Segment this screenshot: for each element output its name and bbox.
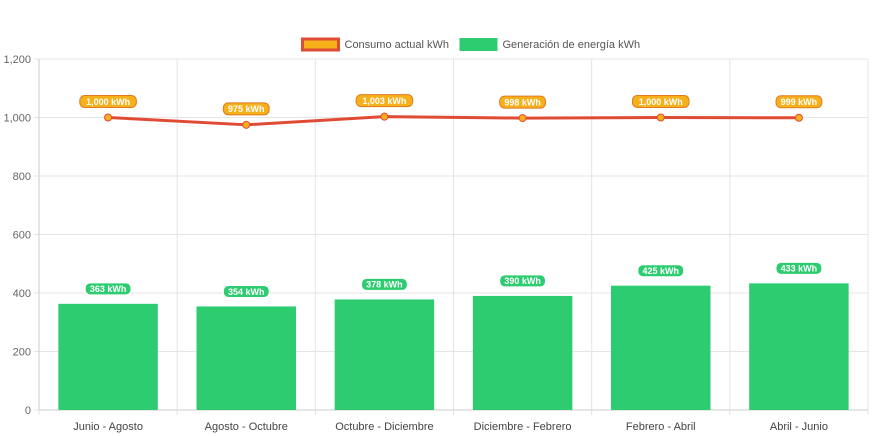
bar bbox=[334, 299, 435, 410]
bar-data-label: 425 kWh bbox=[642, 266, 679, 276]
line-point bbox=[794, 113, 803, 122]
line-data-label: 998 kWh bbox=[504, 97, 541, 107]
line-data-label: 1,000 kWh bbox=[86, 97, 130, 107]
line-data-label-bg bbox=[222, 102, 270, 116]
bar-data-label: 433 kWh bbox=[781, 264, 818, 274]
line-point bbox=[104, 113, 113, 122]
x-tick-label: Abril - Junio bbox=[770, 421, 828, 433]
legend-item-consumption-swatch bbox=[301, 37, 340, 52]
y-tick-label: 800 bbox=[13, 171, 31, 183]
bar-data-label-bg bbox=[499, 274, 546, 288]
line-data-label-bg bbox=[79, 95, 137, 108]
x-tick-label: Agosto - Octubre bbox=[205, 421, 288, 433]
y-tick-label: 400 bbox=[13, 288, 31, 300]
bar-data-label-bg bbox=[775, 261, 823, 275]
bar-data-label-bg bbox=[84, 282, 132, 296]
line-data-label: 1,003 kWh bbox=[362, 96, 406, 106]
bar-data-label-bg bbox=[361, 277, 408, 291]
y-tick-label: 1,200 bbox=[3, 54, 31, 66]
line-data-label: 975 kWh bbox=[228, 104, 265, 114]
y-tick-label: 0 bbox=[25, 405, 31, 417]
y-tick-label: 200 bbox=[13, 347, 31, 359]
bar-data-label: 363 kWh bbox=[90, 284, 127, 294]
x-tick-label: Octubre - Diciembre bbox=[335, 421, 433, 433]
bar-data-label: 390 kWh bbox=[504, 276, 541, 286]
y-tick-label: 1,000 bbox=[3, 113, 31, 125]
line-data-label-bg bbox=[499, 95, 546, 109]
bar bbox=[58, 303, 158, 410]
line-data-label-bg bbox=[775, 95, 823, 109]
bar bbox=[196, 306, 296, 410]
bar bbox=[749, 283, 849, 410]
legend-item-generation-label: Generación de energía kWh bbox=[503, 39, 641, 51]
x-tick-label: Febrero - Abril bbox=[626, 421, 696, 433]
bar bbox=[611, 285, 711, 410]
line-data-label: 999 kWh bbox=[781, 97, 818, 107]
bar-data-label: 354 kWh bbox=[228, 287, 265, 297]
line-data-label-bg bbox=[355, 94, 414, 108]
bar-data-label-bg bbox=[222, 284, 270, 298]
line-data-label: 1,000 kWh bbox=[639, 97, 683, 107]
bar-data-label: 378 kWh bbox=[366, 280, 403, 290]
consumption-line bbox=[108, 115, 799, 127]
line-point bbox=[380, 112, 389, 121]
line-point bbox=[656, 113, 665, 122]
line-point bbox=[242, 120, 251, 129]
x-tick-label: Diciembre - Febrero bbox=[474, 421, 572, 433]
bar bbox=[472, 295, 573, 410]
x-tick-label: Junio - Agosto bbox=[73, 421, 143, 433]
bar-data-label-bg bbox=[637, 264, 685, 278]
legend-item-consumption-label: Consumo actual kWh bbox=[345, 39, 450, 51]
y-tick-label: 600 bbox=[13, 230, 31, 242]
line-data-label-bg bbox=[631, 95, 690, 108]
legend-item-generation-swatch bbox=[459, 38, 498, 51]
line-point bbox=[518, 114, 527, 123]
